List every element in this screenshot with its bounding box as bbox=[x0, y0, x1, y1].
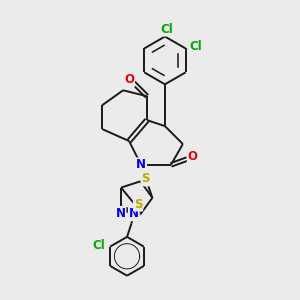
Text: O: O bbox=[188, 150, 198, 163]
Text: N: N bbox=[116, 207, 125, 220]
Text: S: S bbox=[142, 172, 150, 185]
Text: N: N bbox=[136, 158, 146, 171]
Text: N: N bbox=[129, 207, 139, 220]
Text: Cl: Cl bbox=[190, 40, 202, 53]
Text: Cl: Cl bbox=[160, 22, 173, 36]
Text: Cl: Cl bbox=[92, 238, 105, 252]
Text: O: O bbox=[124, 73, 134, 86]
Text: S: S bbox=[134, 197, 142, 211]
